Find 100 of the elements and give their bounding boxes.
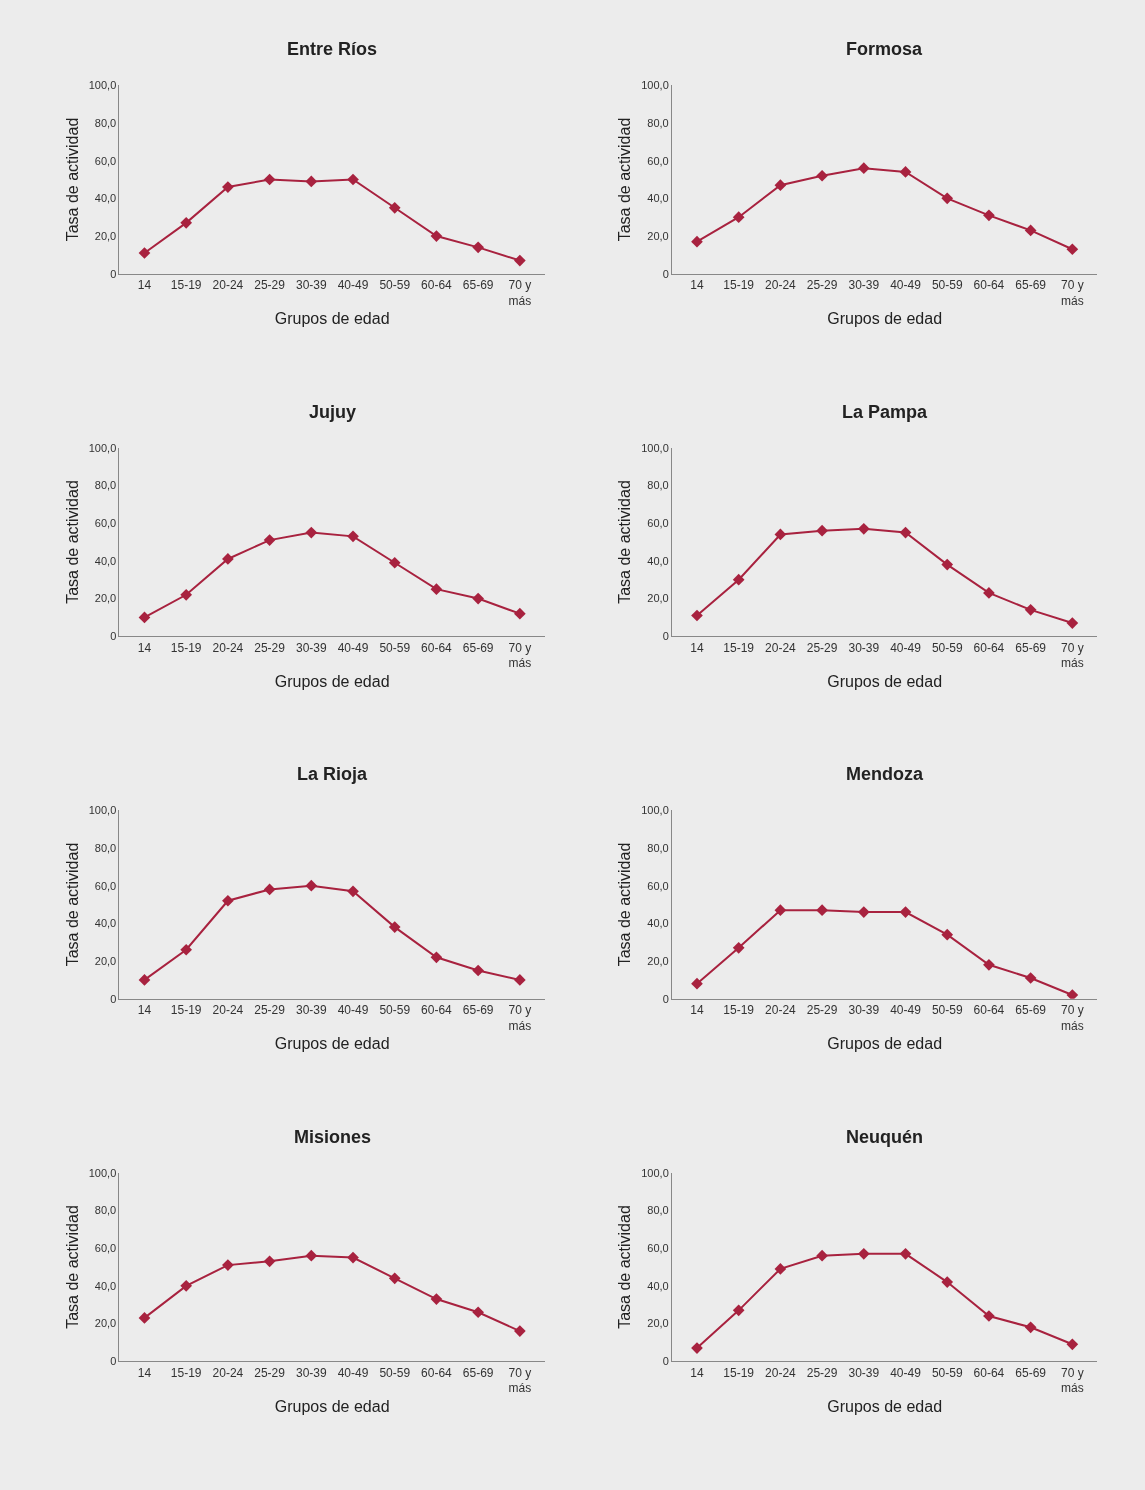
point: [222, 1259, 234, 1271]
point: [222, 553, 234, 565]
x-tick-label: 14: [137, 1365, 152, 1380]
point: [774, 904, 787, 917]
x-axis-title: Grupos de edad: [827, 310, 943, 328]
y-axis-title: Tasa de actividad: [63, 480, 81, 604]
point: [388, 556, 401, 569]
chart-title: Formosa: [846, 39, 924, 59]
x-tick-label: 14: [137, 278, 152, 293]
y-tick-label: 80,0: [647, 116, 669, 129]
x-tick-label: 15-19: [170, 640, 202, 655]
y-tick-label: 0: [110, 630, 117, 643]
x-tick-label: 20-24: [765, 1365, 797, 1380]
x-tick-label: 25-29: [254, 278, 286, 293]
point: [857, 522, 870, 535]
x-tick-label: 65-69: [462, 1365, 494, 1380]
point: [732, 211, 745, 224]
y-tick-label: 0: [110, 992, 117, 1005]
y-tick-label: 60,0: [94, 1242, 117, 1254]
point: [263, 173, 276, 186]
y-axis-title: Tasa de actividad: [63, 117, 81, 242]
point: [983, 209, 995, 222]
y-tick-label: 0: [662, 267, 669, 280]
y-tick-label: 100,0: [88, 804, 117, 817]
point: [138, 611, 151, 624]
x-tick-label: 25-29: [254, 640, 286, 655]
x-tick-label: 20-24: [212, 278, 244, 293]
x-tick-label: 20-24: [212, 640, 244, 655]
x-tick-label: 20-24: [212, 1003, 244, 1018]
y-tick-label: 0: [110, 1355, 117, 1368]
x-tick-label: 40-49: [337, 1365, 369, 1380]
x-axis-title: Grupos de edad: [274, 1397, 390, 1415]
x-tick-label: 65-69: [462, 1003, 494, 1018]
x-tick-label: 15-19: [723, 640, 755, 655]
x-tick-label: 50-59: [379, 1365, 411, 1380]
y-tick-label: 80,0: [94, 479, 117, 492]
point: [430, 951, 443, 964]
point: [857, 162, 870, 175]
x-tick-label: 70 y más: [1061, 1003, 1084, 1033]
point: [138, 247, 151, 259]
y-tick-label: 80,0: [647, 1204, 669, 1217]
point: [180, 588, 193, 601]
y-tick-label: 60,0: [94, 154, 117, 167]
point: [691, 609, 703, 622]
point: [1066, 243, 1079, 256]
point: [691, 977, 703, 990]
chart-title: La Pampa: [842, 402, 929, 422]
x-tick-label: 15-19: [723, 278, 755, 293]
point: [774, 1263, 787, 1275]
y-tick-label: 80,0: [94, 1204, 117, 1217]
x-tick-label: 25-29: [254, 1365, 286, 1380]
y-tick-label: 100,0: [88, 79, 117, 92]
x-tick-label: 70 y más: [508, 278, 532, 308]
x-tick-label: 20-24: [212, 1365, 244, 1380]
x-tick-label: 25-29: [254, 1003, 286, 1018]
chart-title: Misiones: [294, 1127, 372, 1147]
x-tick-label: 60-64: [421, 278, 453, 293]
x-tick-label: 40-49: [337, 640, 369, 655]
x-tick-label: 40-49: [890, 640, 922, 655]
point: [472, 1306, 484, 1319]
point: [347, 1251, 359, 1264]
point: [263, 534, 276, 546]
y-axis-title: Tasa de actividad: [616, 842, 634, 967]
y-tick-label: 60,0: [647, 879, 669, 892]
x-tick-label: 65-69: [462, 640, 494, 655]
x-tick-label: 70 y más: [508, 640, 532, 671]
x-tick-label: 30-39: [848, 640, 880, 655]
x-axis-title: Grupos de edad: [827, 1035, 943, 1053]
x-tick-label: 50-59: [379, 640, 411, 655]
x-tick-label: 30-39: [848, 1003, 880, 1018]
point: [430, 1293, 443, 1305]
y-tick-label: 0: [110, 267, 117, 280]
y-axis-title: Tasa de actividad: [616, 117, 634, 242]
y-tick-label: 60,0: [647, 154, 669, 167]
x-tick-label: 30-39: [295, 278, 327, 293]
y-tick-label: 80,0: [94, 841, 117, 854]
x-tick-label: 40-49: [337, 278, 369, 293]
x-tick-label: 70 y más: [1061, 278, 1084, 308]
x-tick-label: 60-64: [421, 640, 453, 655]
x-tick-label: 60-64: [973, 1365, 1005, 1380]
point: [732, 1304, 745, 1317]
y-tick-label: 40,0: [94, 192, 117, 205]
y-tick-label: 80,0: [647, 479, 669, 492]
x-tick-label: 15-19: [723, 1365, 755, 1380]
x-tick-label: 70 y más: [508, 1003, 532, 1033]
y-tick-label: 80,0: [647, 841, 669, 854]
point: [899, 1247, 912, 1260]
x-tick-label: 65-69: [1015, 640, 1047, 655]
point: [388, 1272, 401, 1285]
y-tick-label: 20,0: [94, 592, 117, 605]
x-tick-label: 70 y más: [508, 1365, 532, 1396]
point: [263, 883, 276, 896]
point: [899, 526, 912, 539]
point: [983, 587, 995, 599]
x-tick-label: 40-49: [890, 1365, 922, 1380]
y-axis-title: Tasa de actividad: [63, 842, 81, 967]
point: [263, 1255, 276, 1268]
x-tick-label: 65-69: [462, 278, 494, 293]
y-tick-label: 20,0: [647, 229, 669, 242]
x-axis-title: Grupos de edad: [827, 672, 943, 690]
